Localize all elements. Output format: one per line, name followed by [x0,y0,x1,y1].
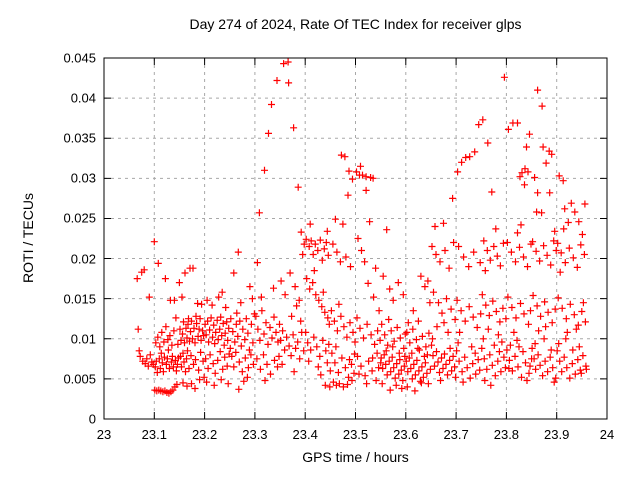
x-tick-label: 23.7 [443,427,469,442]
x-tick-label: 23.5 [342,427,369,442]
x-tick-label: 23.9 [544,427,570,442]
y-tick-label: 0.02 [70,251,96,267]
y-tick-label: 0.015 [63,291,96,307]
x-tick-label: 23.2 [191,427,218,442]
y-tick-label: 0.04 [70,90,96,106]
y-tick-label: 0.01 [70,331,96,347]
x-tick-label: 23.4 [292,427,318,442]
x-axis-label: GPS time / hours [302,449,409,465]
x-tick-label: 23.3 [242,427,268,442]
y-tick-label: 0.025 [63,210,96,226]
y-tick-label: 0 [88,411,96,427]
chart-title: Day 274 of 2024, Rate Of TEC Index for r… [189,16,522,32]
y-tick-label: 0.045 [63,50,96,66]
x-tick-label: 23.6 [393,427,419,442]
x-tick-label: 24 [599,427,615,442]
x-tick-label: 23.8 [493,427,520,442]
x-tick-label: 23 [96,427,112,442]
y-tick-label: 0.005 [63,371,96,387]
x-tick-label: 23.1 [141,427,167,442]
y-tick-label: 0.03 [70,170,96,186]
y-tick-label: 0.035 [63,130,96,146]
